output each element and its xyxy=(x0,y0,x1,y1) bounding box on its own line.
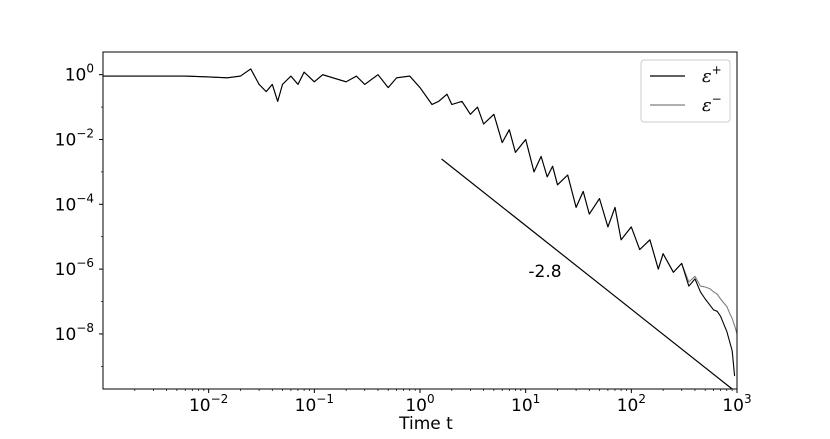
x-tick-label: 10−1 xyxy=(295,392,334,416)
y-tick-label: 10−2 xyxy=(55,126,94,150)
legend-label-eps-plus: ε+ xyxy=(702,63,722,87)
x-tick-label: 103 xyxy=(722,392,751,416)
legend-label-eps-minus: ε− xyxy=(702,92,722,116)
plot-background xyxy=(103,52,737,389)
x-tick-label: 102 xyxy=(617,392,646,416)
legend: ε+ ε− xyxy=(640,59,731,123)
y-tick-label: 10−4 xyxy=(55,191,94,215)
y-tick-label: 100 xyxy=(65,62,94,86)
x-axis-label: Time t xyxy=(398,414,453,434)
y-ticks: 100 10−2 10−4 10−6 10−8 xyxy=(55,62,103,367)
y-tick-label: 10−6 xyxy=(55,256,94,280)
slope-annotation: -2.8 xyxy=(528,262,561,282)
series-line-eps-plus xyxy=(103,68,736,377)
series-layer xyxy=(103,68,738,377)
y-tick-label: 10−8 xyxy=(55,321,94,345)
reference-line-layer xyxy=(441,158,733,390)
x-tick-label: 100 xyxy=(405,392,434,416)
x-tick-label: 10−2 xyxy=(189,392,228,416)
reference-slope-line xyxy=(441,158,733,390)
x-ticks: 10−2 10−1 100 101 102 103 xyxy=(134,389,752,416)
x-tick-label: 101 xyxy=(511,392,540,416)
